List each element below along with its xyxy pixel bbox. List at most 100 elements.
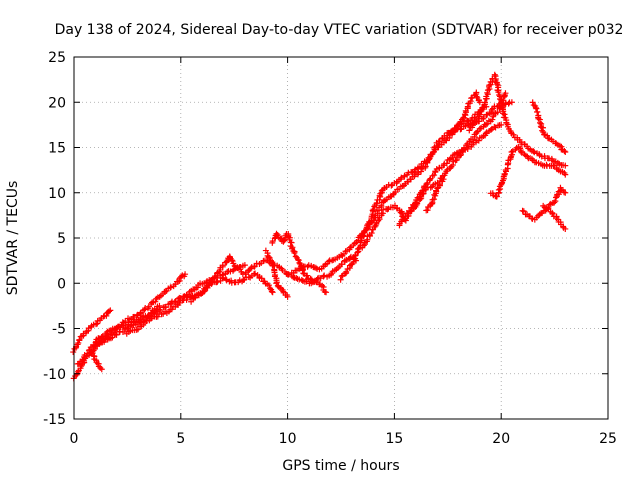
data-point [459, 147, 466, 154]
data-point [241, 262, 248, 269]
y-axis-label: SDTVAR / TECUs [5, 181, 21, 296]
data-point [265, 282, 272, 289]
data-point [157, 307, 164, 314]
series-track-17 [529, 99, 569, 156]
x-tick-label: 10 [279, 431, 297, 447]
data-point [509, 148, 516, 155]
series-track-4 [88, 348, 105, 373]
data-point [223, 276, 230, 283]
data-point [482, 130, 489, 137]
data-point [484, 87, 491, 94]
data-point [103, 312, 110, 319]
data-point [502, 90, 509, 97]
data-point [562, 162, 569, 169]
series-track-18 [519, 184, 569, 223]
data-point [265, 254, 272, 261]
data-series [70, 71, 569, 382]
data-point [338, 273, 345, 280]
x-axis-label: GPS time / hours [282, 458, 399, 474]
data-point [271, 235, 278, 242]
data-point [220, 274, 227, 281]
data-point [380, 198, 387, 205]
data-point [154, 313, 161, 320]
series-track-14 [423, 176, 447, 214]
data-point [352, 252, 359, 259]
data-point [401, 172, 408, 179]
data-point [368, 230, 375, 237]
data-point [295, 257, 302, 264]
data-point [84, 350, 91, 357]
data-point [495, 186, 502, 193]
data-point [270, 262, 277, 269]
data-point [446, 134, 453, 141]
data-point [182, 271, 189, 278]
data-point [562, 149, 569, 156]
data-point [147, 315, 154, 322]
data-point [300, 270, 307, 277]
data-point [397, 209, 404, 216]
data-point [458, 151, 465, 158]
data-point [269, 289, 276, 296]
data-point [298, 276, 305, 283]
data-point [478, 107, 485, 114]
grid [74, 57, 608, 419]
data-point [484, 89, 491, 96]
axes: 0 5 10 15 20 25 -15 -10 -5 0 5 10 15 20 25 [43, 50, 617, 447]
data-point [546, 201, 553, 208]
data-point [100, 313, 107, 320]
data-point [70, 349, 77, 356]
data-point [457, 126, 464, 133]
data-point [443, 160, 450, 167]
data-point [107, 307, 114, 314]
data-point [346, 244, 353, 251]
data-point [550, 163, 557, 170]
data-point [350, 256, 357, 263]
series-track-8 [269, 230, 330, 296]
data-point [227, 268, 234, 275]
data-point [414, 200, 421, 207]
series-track-20 [444, 89, 483, 137]
y-tick-label: -15 [43, 412, 66, 428]
y-tick-label: 5 [57, 231, 66, 247]
series-track-15 [466, 71, 569, 169]
data-point [508, 149, 515, 156]
data-point [486, 82, 493, 89]
data-point [247, 265, 254, 272]
x-tick-label: 25 [599, 431, 617, 447]
data-point [398, 174, 405, 181]
data-point [491, 123, 498, 130]
data-point [312, 264, 319, 271]
y-tick-label: 25 [48, 50, 66, 66]
data-point [307, 275, 314, 282]
data-point [228, 257, 235, 264]
y-tick-label: 0 [57, 276, 66, 292]
data-point [304, 272, 311, 279]
data-point [426, 176, 433, 183]
y-tick-label: 10 [48, 186, 66, 202]
data-point [337, 276, 344, 283]
data-point [539, 127, 546, 134]
data-point [529, 99, 536, 106]
data-point [408, 168, 415, 175]
data-point [562, 225, 569, 232]
x-tick-label: 15 [385, 431, 403, 447]
data-point [449, 154, 456, 161]
data-point [496, 92, 503, 99]
data-point [562, 189, 569, 196]
data-point [162, 288, 169, 295]
data-point [484, 120, 491, 127]
data-point [498, 121, 505, 128]
data-point [517, 148, 524, 155]
data-point [497, 95, 504, 102]
y-tick-label: 15 [48, 141, 66, 157]
data-point [520, 208, 527, 215]
data-point [476, 99, 483, 106]
data-point [488, 106, 495, 113]
series-track-7 [188, 253, 359, 305]
data-point [285, 271, 292, 278]
data-point [267, 285, 274, 292]
data-point [360, 232, 367, 239]
data-point [369, 207, 376, 214]
data-point [534, 109, 541, 116]
